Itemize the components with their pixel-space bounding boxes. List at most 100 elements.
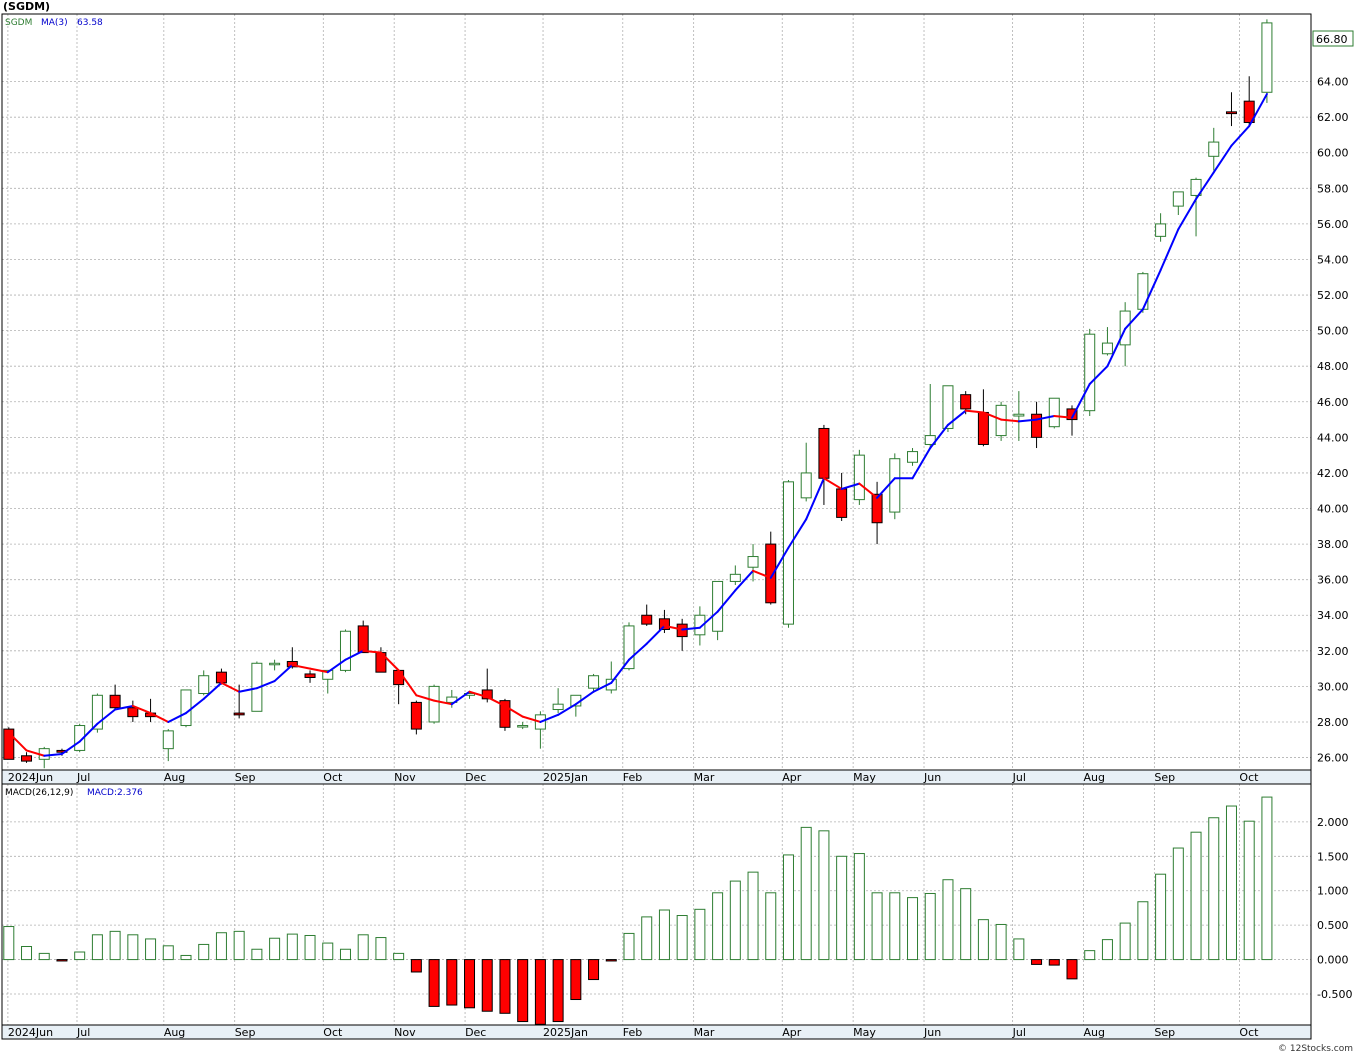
candle-body bbox=[393, 669, 405, 686]
macd-bar bbox=[127, 934, 139, 961]
ma3-segment bbox=[486, 696, 506, 707]
candle-body bbox=[162, 730, 174, 750]
price-y-tick-label: 64.00 bbox=[1317, 76, 1349, 89]
candle-body bbox=[517, 725, 529, 728]
candle-body bbox=[1243, 100, 1255, 124]
price-y-tick-label: 26.00 bbox=[1317, 752, 1349, 765]
ma3-segment bbox=[1159, 228, 1180, 272]
ma3-segment bbox=[876, 477, 896, 499]
macd-x-tick-label: Jun bbox=[923, 1026, 941, 1039]
macd-bar bbox=[1155, 873, 1167, 961]
price-y-tick-label: 34.00 bbox=[1317, 609, 1349, 622]
macd-bar bbox=[960, 888, 972, 961]
macd-y-tick-label: 1.500 bbox=[1317, 850, 1349, 863]
price-y-tick-label: 32.00 bbox=[1317, 645, 1349, 658]
macd-x-tick-label: Oct bbox=[323, 1026, 343, 1039]
macd-bar bbox=[38, 952, 50, 961]
price-x-tick-label: Oct bbox=[1239, 771, 1259, 784]
price-x-tick-label: Oct bbox=[323, 771, 343, 784]
candle-body bbox=[588, 675, 600, 689]
macd-x-tick-label: Sep bbox=[1154, 1026, 1175, 1039]
macd-y-tick-label: 0.000 bbox=[1317, 954, 1349, 967]
ma3-segment bbox=[167, 712, 187, 723]
ma3-segment bbox=[663, 624, 684, 631]
price-x-tick-label: Aug bbox=[1083, 771, 1104, 784]
ma3-segment bbox=[326, 658, 347, 674]
candle-body bbox=[889, 458, 901, 513]
candle-body bbox=[233, 712, 245, 716]
candle-body bbox=[180, 689, 192, 727]
candle-body bbox=[198, 675, 210, 695]
ma3-segment bbox=[929, 423, 949, 450]
macd-bar bbox=[286, 933, 298, 961]
ma3-segment bbox=[273, 664, 294, 683]
price-y-tick-label: 58.00 bbox=[1317, 182, 1349, 195]
macd-y-tick-label: -0.500 bbox=[1317, 988, 1352, 1001]
price-y-tick-label: 60.00 bbox=[1317, 147, 1349, 160]
candle-body bbox=[1066, 408, 1078, 421]
ma3-segment bbox=[539, 713, 560, 723]
legend-symbol: SGDM bbox=[5, 18, 32, 28]
macd-grid bbox=[2, 784, 1311, 1025]
price-panel-frame bbox=[1, 13, 1312, 771]
price-x-tick-label: Mar bbox=[694, 771, 715, 784]
macd-bar bbox=[641, 916, 653, 961]
macd-bar bbox=[977, 919, 989, 961]
macd-bar bbox=[871, 892, 883, 961]
ma3-segment bbox=[734, 569, 755, 592]
price-x-tick-label: Jul bbox=[1012, 771, 1026, 784]
candle-body bbox=[304, 673, 316, 679]
candle-body bbox=[74, 725, 86, 751]
macd-bar bbox=[658, 909, 670, 961]
macd-x-tick-label: Jul bbox=[76, 1026, 90, 1039]
ma3-segment bbox=[238, 687, 258, 693]
macd-bar bbox=[818, 830, 830, 961]
candle-body bbox=[818, 427, 830, 479]
candle-body bbox=[623, 625, 635, 670]
macd-x-tick-label: 2025Jan bbox=[543, 1026, 588, 1039]
macd-date-band bbox=[1, 1024, 1312, 1040]
candle-body bbox=[215, 671, 227, 684]
macd-x-tick-label: Oct bbox=[1239, 1026, 1259, 1039]
macd-bar bbox=[1119, 922, 1131, 961]
candle-body bbox=[729, 573, 741, 582]
ma3-segment bbox=[433, 699, 453, 706]
price-x-tick-label: Jun bbox=[923, 771, 941, 784]
macd-x-tick-label: Dec bbox=[465, 1026, 486, 1039]
price-y-tick-label: 44.00 bbox=[1317, 431, 1349, 444]
ma3-segment bbox=[1035, 415, 1056, 421]
price-x-tick-label: May bbox=[853, 771, 876, 784]
ma3-segment bbox=[379, 651, 400, 672]
candle-body bbox=[800, 472, 812, 499]
macd-bar bbox=[499, 959, 511, 1014]
ma3-segment bbox=[911, 447, 932, 480]
ma3-segment bbox=[1053, 415, 1073, 419]
last-price-badge bbox=[1312, 30, 1354, 47]
macd-bar bbox=[21, 946, 33, 961]
ma3-segment bbox=[1141, 269, 1162, 311]
macd-bar bbox=[676, 915, 688, 961]
macd-x-tick-label: Feb bbox=[623, 1026, 642, 1039]
macd-bar bbox=[552, 959, 564, 1023]
macd-bar bbox=[995, 923, 1007, 961]
candle-body bbox=[1031, 413, 1043, 438]
last-price-value: 66.80 bbox=[1316, 33, 1348, 46]
ma3-segment bbox=[1230, 125, 1251, 147]
ma3-segment bbox=[344, 649, 365, 661]
candle-body bbox=[1048, 397, 1060, 428]
candle-body bbox=[1208, 141, 1220, 157]
candle-body bbox=[127, 707, 139, 718]
price-x-tick-label: Aug bbox=[164, 771, 185, 784]
ma3-segment bbox=[1000, 418, 1020, 423]
macd-x-tick-label: May bbox=[853, 1026, 876, 1039]
macd-bar bbox=[464, 959, 476, 1009]
macd-bar bbox=[782, 854, 794, 961]
ma3-segment bbox=[468, 690, 489, 699]
candle-body bbox=[428, 685, 440, 723]
price-y-tick-label: 56.00 bbox=[1317, 218, 1349, 231]
macd-bar bbox=[765, 892, 777, 961]
candle-body bbox=[109, 694, 121, 709]
price-grid bbox=[2, 14, 1311, 770]
macd-bar bbox=[1137, 901, 1149, 961]
